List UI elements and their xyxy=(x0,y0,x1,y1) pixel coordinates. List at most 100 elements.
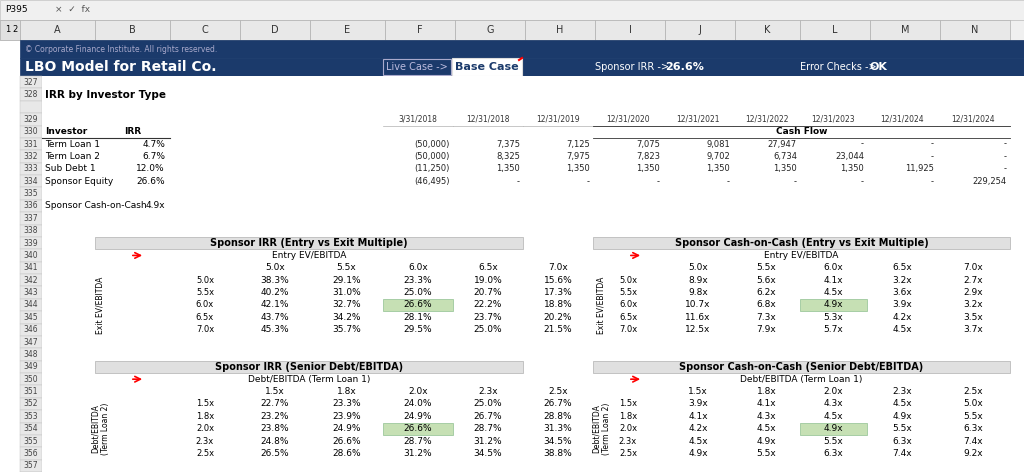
Text: Live Case ->: Live Case -> xyxy=(386,62,447,72)
Text: 4.5x: 4.5x xyxy=(892,399,911,408)
Text: 331: 331 xyxy=(24,140,38,149)
FancyBboxPatch shape xyxy=(42,126,95,138)
FancyBboxPatch shape xyxy=(455,20,525,40)
Text: 2.0x: 2.0x xyxy=(823,387,844,396)
Text: 12/31/2024: 12/31/2024 xyxy=(951,115,995,124)
FancyBboxPatch shape xyxy=(20,20,95,40)
Text: 43.7%: 43.7% xyxy=(261,313,290,322)
Text: 26.6%: 26.6% xyxy=(403,301,432,310)
Text: 356: 356 xyxy=(24,449,38,458)
Text: 4.9x: 4.9x xyxy=(892,412,911,421)
Text: (46,495): (46,495) xyxy=(415,177,450,185)
Text: 11,925: 11,925 xyxy=(905,164,934,173)
Text: 6.3x: 6.3x xyxy=(892,437,912,446)
Text: 23.3%: 23.3% xyxy=(332,399,360,408)
Text: 2.5x: 2.5x xyxy=(964,387,983,396)
Text: 357: 357 xyxy=(24,461,38,470)
Text: Sponsor IRR ->: Sponsor IRR -> xyxy=(595,62,669,72)
Text: 12/31/2023: 12/31/2023 xyxy=(812,115,855,124)
Text: Exit EV/EBITDA: Exit EV/EBITDA xyxy=(95,276,104,334)
Text: B: B xyxy=(129,25,136,35)
Text: 28.7%: 28.7% xyxy=(474,424,503,433)
Text: 5.6x: 5.6x xyxy=(757,276,776,285)
Text: 23.8%: 23.8% xyxy=(261,424,290,433)
Text: 6.0x: 6.0x xyxy=(823,263,844,272)
Text: 7.9x: 7.9x xyxy=(757,325,776,334)
FancyBboxPatch shape xyxy=(20,249,42,261)
Text: 4.5x: 4.5x xyxy=(823,288,844,297)
Text: 23.7%: 23.7% xyxy=(474,313,503,322)
Text: 27,947: 27,947 xyxy=(768,140,797,149)
FancyBboxPatch shape xyxy=(383,299,453,311)
Text: 9,702: 9,702 xyxy=(707,152,730,161)
FancyBboxPatch shape xyxy=(20,460,42,472)
Text: 5.5x: 5.5x xyxy=(618,288,637,297)
Text: 6.3x: 6.3x xyxy=(823,449,844,458)
FancyBboxPatch shape xyxy=(20,138,42,150)
Text: 5.3x: 5.3x xyxy=(823,313,844,322)
FancyBboxPatch shape xyxy=(20,422,42,435)
Text: 1,350: 1,350 xyxy=(841,164,864,173)
Text: 26.6%: 26.6% xyxy=(136,177,165,185)
Text: -: - xyxy=(1004,164,1007,173)
Text: 6.2x: 6.2x xyxy=(757,288,776,297)
Text: 12/31/2018: 12/31/2018 xyxy=(466,115,510,124)
Text: 345: 345 xyxy=(24,313,38,322)
FancyBboxPatch shape xyxy=(95,237,523,249)
Text: 4.5x: 4.5x xyxy=(892,325,911,334)
Text: 349: 349 xyxy=(24,362,38,371)
Text: 1.5x: 1.5x xyxy=(196,399,214,408)
Text: -: - xyxy=(931,177,934,185)
Text: 343: 343 xyxy=(24,288,38,297)
Text: 5.5x: 5.5x xyxy=(757,263,776,272)
FancyBboxPatch shape xyxy=(20,212,42,225)
Text: Sponsor Equity: Sponsor Equity xyxy=(45,177,114,185)
Text: 8,325: 8,325 xyxy=(496,152,520,161)
Text: 354: 354 xyxy=(24,424,38,433)
FancyBboxPatch shape xyxy=(20,299,42,311)
Text: Base Case: Base Case xyxy=(456,62,519,72)
Text: 6.5x: 6.5x xyxy=(892,263,912,272)
Text: -: - xyxy=(931,140,934,149)
Text: 32.7%: 32.7% xyxy=(332,301,360,310)
Text: -: - xyxy=(794,177,797,185)
Text: 1.8x: 1.8x xyxy=(337,387,356,396)
FancyBboxPatch shape xyxy=(310,20,385,40)
Text: 2.9x: 2.9x xyxy=(964,288,983,297)
Text: 7,075: 7,075 xyxy=(636,140,660,149)
FancyBboxPatch shape xyxy=(20,287,42,299)
Text: (50,000): (50,000) xyxy=(415,140,450,149)
Text: 25.0%: 25.0% xyxy=(474,325,503,334)
Text: 1.5x: 1.5x xyxy=(265,387,285,396)
Text: 330: 330 xyxy=(24,127,38,136)
Text: 4.5x: 4.5x xyxy=(688,437,708,446)
Text: 4.9x: 4.9x xyxy=(688,449,708,458)
Text: Sponsor Cash-on-Cash: Sponsor Cash-on-Cash xyxy=(45,202,146,211)
FancyBboxPatch shape xyxy=(20,373,42,385)
Text: -: - xyxy=(1004,140,1007,149)
FancyBboxPatch shape xyxy=(95,20,170,40)
Text: 22.7%: 22.7% xyxy=(261,399,289,408)
Text: 2.5x: 2.5x xyxy=(196,449,214,458)
Text: 352: 352 xyxy=(24,399,38,408)
Text: Term Loan 1: Term Loan 1 xyxy=(45,140,100,149)
FancyBboxPatch shape xyxy=(20,163,42,175)
Text: 1,350: 1,350 xyxy=(707,164,730,173)
FancyBboxPatch shape xyxy=(20,237,42,249)
Text: 23.9%: 23.9% xyxy=(332,412,360,421)
FancyBboxPatch shape xyxy=(870,20,940,40)
Text: 4.1x: 4.1x xyxy=(823,276,844,285)
FancyBboxPatch shape xyxy=(20,435,42,447)
FancyBboxPatch shape xyxy=(20,361,42,373)
Text: Debt/EBITDA (Term Loan 1): Debt/EBITDA (Term Loan 1) xyxy=(740,375,862,384)
Text: 21.5%: 21.5% xyxy=(544,325,572,334)
Text: -: - xyxy=(727,177,730,185)
Text: -: - xyxy=(861,140,864,149)
Text: 2.3x: 2.3x xyxy=(196,437,214,446)
FancyBboxPatch shape xyxy=(800,299,867,311)
FancyBboxPatch shape xyxy=(20,447,42,460)
FancyBboxPatch shape xyxy=(20,398,42,410)
Text: 31.2%: 31.2% xyxy=(474,437,503,446)
FancyBboxPatch shape xyxy=(20,261,42,274)
Text: 34.5%: 34.5% xyxy=(474,449,503,458)
